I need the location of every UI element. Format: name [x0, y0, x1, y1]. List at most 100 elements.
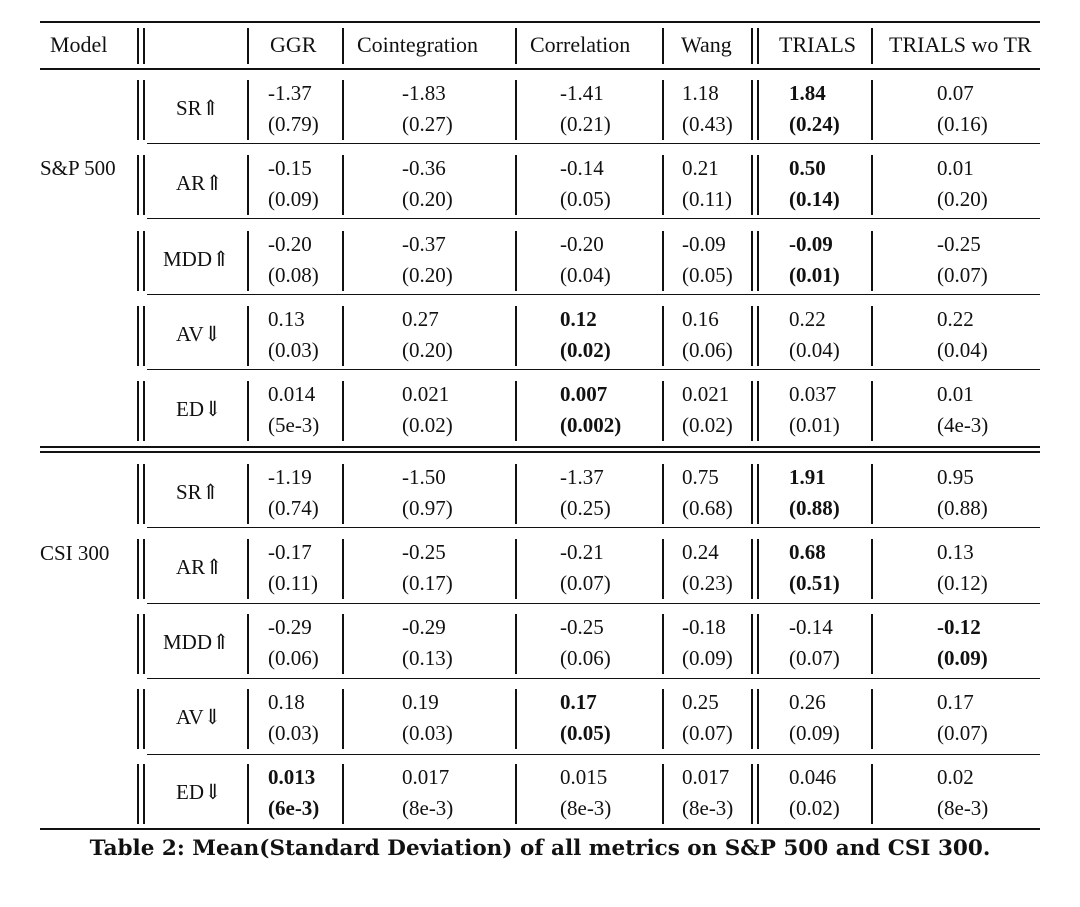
cell-mean: 0.21 — [682, 156, 719, 180]
table-cell: 0.68 (0.51) — [789, 537, 840, 599]
cell-mean: -0.25 — [402, 540, 446, 564]
cell-mean: -0.29 — [268, 615, 312, 639]
col-divider — [342, 155, 344, 215]
dataset-label: CSI 300 — [40, 541, 110, 565]
col-divider — [137, 464, 139, 524]
cell-mean: 0.01 — [937, 382, 974, 406]
cell-std: (0.03) — [268, 338, 319, 362]
cell-std: (0.02) — [402, 413, 453, 437]
row-separator — [147, 369, 1040, 371]
table-cell: -0.09 (0.05) — [682, 229, 733, 291]
col-divider — [871, 689, 873, 749]
col-divider — [751, 764, 753, 824]
col-divider — [871, 464, 873, 524]
table-cell: 0.24 (0.23) — [682, 537, 733, 599]
col-divider — [247, 231, 249, 291]
col-divider — [137, 231, 139, 291]
header-correlation: Correlation — [530, 32, 631, 57]
col-divider — [247, 155, 249, 215]
col-divider — [757, 689, 759, 749]
col-divider — [137, 381, 139, 441]
cell-std: (4e-3) — [937, 413, 989, 437]
header-col-divider — [515, 28, 517, 64]
table-cell: 0.75 (0.68) — [682, 462, 733, 524]
table-cell: -0.09 (0.01) — [789, 229, 840, 291]
col-divider — [137, 539, 139, 599]
row-separator — [147, 678, 1040, 680]
cell-mean: 0.75 — [682, 465, 719, 489]
table-cell: 0.18 (0.03) — [268, 687, 319, 749]
cell-mean: 0.12 — [560, 307, 597, 331]
cell-mean: 0.26 — [789, 690, 826, 714]
col-divider — [757, 231, 759, 291]
cell-mean: 0.017 — [402, 765, 450, 789]
table-cell: 0.02 (8e-3) — [937, 762, 988, 824]
table-cell: 0.19 (0.03) — [402, 687, 453, 749]
col-divider — [247, 689, 249, 749]
col-divider — [751, 306, 753, 366]
cell-mean: -0.09 — [789, 232, 833, 256]
col-divider — [143, 231, 145, 291]
table-cell: -0.25 (0.07) — [937, 229, 988, 291]
cell-mean: -0.14 — [560, 156, 604, 180]
col-divider — [342, 614, 344, 674]
header-model: Model — [50, 32, 108, 57]
header-col-divider — [342, 28, 344, 64]
cell-std: (0.01) — [789, 263, 840, 287]
table-cell: 1.84 (0.24) — [789, 78, 840, 140]
col-divider — [143, 764, 145, 824]
table-cell: -1.83 (0.27) — [402, 78, 453, 140]
col-divider — [137, 80, 139, 140]
cell-mean: 0.13 — [937, 540, 974, 564]
cell-mean: 1.84 — [789, 81, 826, 105]
cell-mean: 0.017 — [682, 765, 730, 789]
row-separator — [147, 143, 1040, 145]
cell-std: (0.03) — [402, 721, 453, 745]
table-cell: 0.50 (0.14) — [789, 153, 840, 215]
col-divider — [662, 464, 664, 524]
cell-mean: 0.02 — [937, 765, 974, 789]
cell-std: (8e-3) — [402, 796, 454, 820]
col-divider — [137, 689, 139, 749]
col-divider — [662, 689, 664, 749]
table-caption: Table 2: Mean(Standard Deviation) of all… — [89, 836, 991, 861]
col-divider — [757, 306, 759, 366]
cell-mean: -1.37 — [268, 81, 312, 105]
cell-std: (0.07) — [560, 571, 611, 595]
cell-mean: -0.14 — [789, 615, 833, 639]
cell-std: (0.07) — [937, 721, 988, 745]
col-divider — [871, 764, 873, 824]
cell-std: (0.07) — [682, 721, 733, 745]
cell-mean: -0.15 — [268, 156, 312, 180]
table-cell: 0.21 (0.11) — [682, 153, 732, 215]
table-cell: -0.25 (0.06) — [560, 612, 611, 674]
col-divider — [662, 614, 664, 674]
table-cell: 0.13 (0.12) — [937, 537, 988, 599]
table-cell: -0.21 (0.07) — [560, 537, 611, 599]
col-divider — [143, 689, 145, 749]
cell-mean: 1.18 — [682, 81, 719, 105]
cell-mean: -0.09 — [682, 232, 726, 256]
cell-mean: 0.18 — [268, 690, 305, 714]
cell-mean: 0.17 — [937, 690, 974, 714]
cell-std: (0.74) — [268, 496, 319, 520]
cell-std: (0.12) — [937, 571, 988, 595]
col-divider — [342, 689, 344, 749]
table-cell: -1.50 (0.97) — [402, 462, 453, 524]
col-divider — [143, 614, 145, 674]
table-cell: 1.18 (0.43) — [682, 78, 733, 140]
cell-std: (0.17) — [402, 571, 453, 595]
col-divider — [751, 381, 753, 441]
col-divider — [871, 614, 873, 674]
table-cell: 0.046 (0.02) — [789, 762, 840, 824]
table-cell: -0.36 (0.20) — [402, 153, 453, 215]
cell-mean: -0.20 — [560, 232, 604, 256]
cell-mean: -0.37 — [402, 232, 446, 256]
cell-mean: 0.25 — [682, 690, 719, 714]
cell-std: (0.07) — [937, 263, 988, 287]
cell-mean: 0.014 — [268, 382, 316, 406]
col-divider — [515, 764, 517, 824]
cell-mean: -0.18 — [682, 615, 726, 639]
col-divider — [137, 764, 139, 824]
col-divider — [662, 381, 664, 441]
